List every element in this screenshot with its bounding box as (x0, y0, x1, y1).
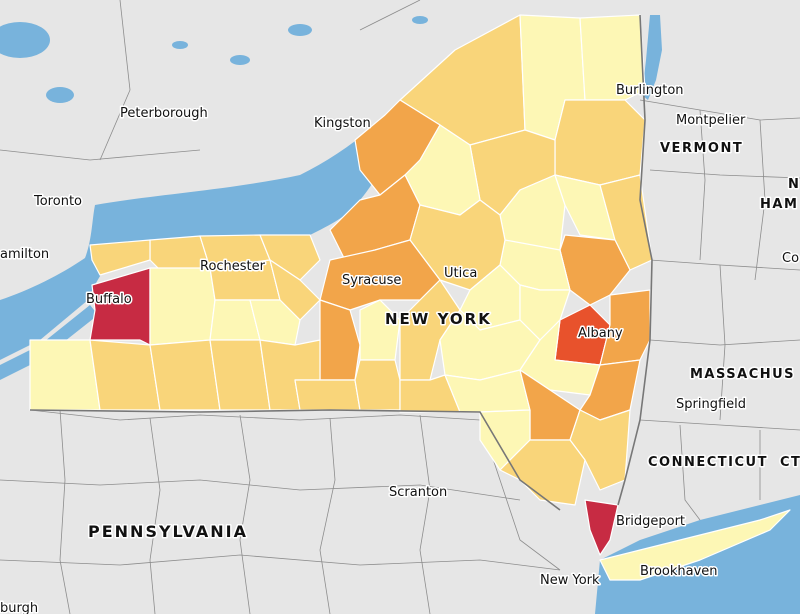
county-region[interactable] (89, 239, 151, 276)
label-connecticut: CONNECTICUT (648, 455, 768, 470)
label-bridgeport: Bridgeport (616, 514, 685, 529)
county-region[interactable] (554, 174, 616, 241)
county-region[interactable] (409, 199, 506, 291)
northern-lake (46, 87, 74, 103)
new-york-counties (29, 14, 791, 581)
label-syracuse: Syracuse (342, 273, 401, 288)
label-edge-co: Co (782, 251, 799, 266)
county-region[interactable] (149, 339, 221, 411)
label-burlington: Burlington (616, 83, 684, 98)
northern-lake (412, 16, 428, 24)
label-albany: Albany (578, 326, 623, 341)
county-region[interactable] (259, 234, 321, 281)
label-edge-ct: CT (780, 455, 800, 470)
county-region[interactable] (579, 14, 646, 101)
label-edge-ham: HAM (760, 197, 798, 212)
label-kingston: Kingston (314, 116, 371, 131)
county-region[interactable] (249, 299, 301, 346)
label-toronto: Toronto (33, 194, 82, 209)
county-region[interactable] (29, 339, 101, 411)
northern-lake (288, 24, 312, 36)
county-region[interactable] (554, 99, 646, 186)
label-edge-n: N (788, 177, 800, 192)
label-new-york-city: New York (540, 573, 600, 588)
county-region[interactable] (354, 359, 401, 411)
northern-lake (230, 55, 250, 65)
northern-lake (172, 41, 188, 49)
label-massachusetts: MASSACHUS (690, 367, 795, 382)
label-peterborough: Peterborough (120, 106, 208, 121)
label-buffalo: Buffalo (86, 292, 132, 307)
state-border-ny-vt (617, 14, 653, 506)
county-region[interactable] (584, 499, 619, 556)
county-region[interactable] (149, 267, 216, 346)
label-rochester: Rochester (200, 259, 266, 274)
label-montpelier: Montpelier (676, 113, 746, 128)
label-brookhaven: Brookhaven (640, 564, 718, 579)
map-labels: Peterborough Kingston Burlington Montpel… (0, 82, 800, 614)
county-region[interactable] (269, 259, 321, 321)
county-region[interactable] (89, 339, 161, 411)
county-region[interactable] (359, 299, 401, 361)
lake-champlain (642, 15, 662, 100)
county-region[interactable] (599, 509, 791, 581)
label-springfield: Springfield (676, 397, 746, 412)
label-utica: Utica (444, 266, 477, 281)
label-hamilton: amilton (0, 247, 49, 262)
northern-lake (0, 22, 50, 58)
label-vermont: VERMONT (660, 141, 743, 156)
label-pennsylvania: PENNSYLVANIA (88, 522, 248, 541)
label-scranton: Scranton (389, 485, 447, 500)
label-edge-burgh: burgh (0, 601, 38, 614)
county-region[interactable] (294, 379, 361, 411)
state-border-ny-pa (29, 409, 561, 511)
county-region[interactable] (599, 174, 653, 271)
label-new-york-state: NEW YORK (385, 310, 492, 328)
